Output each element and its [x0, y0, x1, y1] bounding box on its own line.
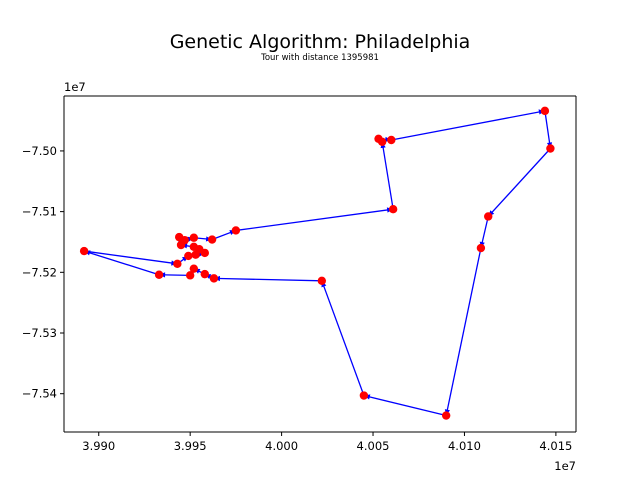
city-point [189, 233, 199, 242]
route-segment [235, 208, 394, 232]
city-point [374, 134, 383, 143]
y-tick-label: −7.53 [22, 326, 57, 340]
city-point [540, 106, 550, 116]
y-tick-label: −7.51 [22, 205, 57, 219]
route-segment [213, 277, 322, 282]
x-tick-label: 3.990 [82, 439, 115, 453]
city-point [184, 251, 193, 261]
chart-subtitle: Tour with distance 1395981 [260, 53, 379, 63]
route-segment [544, 110, 552, 149]
x-axis: 3.990 3.995 4.000 4.005 4.010 4.015 [82, 432, 572, 453]
y-axis: −7.50 −7.51 −7.52 −7.53 −7.54 [22, 144, 64, 401]
x-tick-label: 4.010 [448, 439, 481, 453]
y-axis-offset-label: 1e7 [64, 80, 86, 94]
city-point [546, 144, 555, 153]
x-axis-offset-label: 1e7 [554, 459, 576, 473]
y-tick-label: −7.50 [22, 144, 57, 158]
city-point [79, 246, 89, 256]
city-point [388, 204, 398, 214]
city-point [185, 271, 195, 280]
city-point [154, 270, 164, 279]
city-point [476, 243, 486, 253]
city-point [441, 411, 451, 420]
route-segment [381, 141, 394, 210]
city-layer [79, 106, 555, 420]
x-tick-label: 4.005 [357, 439, 390, 453]
y-tick-label: −7.54 [22, 387, 57, 401]
city-point [209, 274, 219, 283]
city-point [207, 235, 217, 244]
chart-title: Genetic Algorithm: Philadelphia [170, 31, 471, 53]
route-segment [84, 250, 178, 265]
city-point [359, 391, 369, 400]
x-tick-label: 3.995 [174, 439, 207, 453]
city-point [173, 259, 182, 269]
route-segment [487, 148, 551, 217]
x-tick-label: 4.000 [265, 439, 298, 453]
city-point [484, 212, 493, 221]
route-segment [83, 250, 160, 276]
city-point [317, 276, 327, 286]
city-point [387, 135, 396, 145]
y-tick-label: −7.52 [22, 265, 57, 279]
city-point [200, 269, 209, 279]
city-point [180, 235, 189, 245]
city-point [189, 264, 199, 273]
route-segment [445, 247, 482, 416]
plot-area [64, 96, 576, 432]
route-segment [363, 394, 447, 417]
city-point [231, 226, 241, 235]
x-tick-label: 4.015 [539, 439, 572, 453]
route-segment [321, 280, 365, 396]
route-segment [391, 110, 546, 141]
city-point [189, 242, 199, 252]
axes-frame [63, 95, 577, 433]
